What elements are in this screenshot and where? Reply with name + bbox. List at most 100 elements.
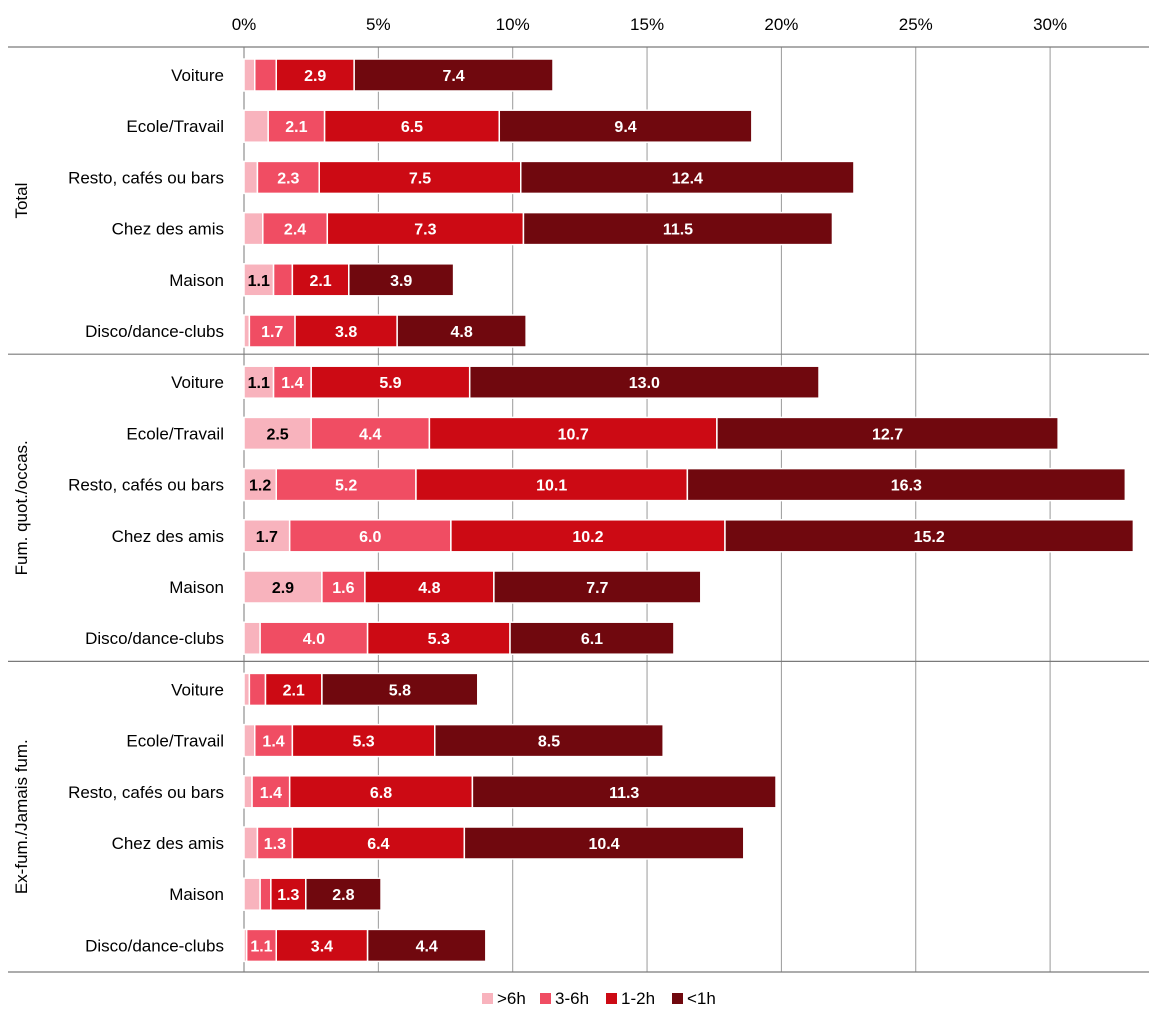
bar-segment [353,58,554,92]
bar-segment [321,672,479,707]
x-tick-label: 20% [764,15,798,34]
x-tick-label: 15% [630,15,664,34]
bar-segment [275,58,355,92]
category-label: Resto, cafés ou bars [68,783,224,802]
data-label: 7.7 [586,580,608,597]
data-label: 11.5 [663,222,693,239]
legend-label: >6h [497,989,526,1008]
category-label: Voiture [171,373,224,392]
data-label: 3.8 [335,324,357,341]
data-label: 4.4 [359,426,381,443]
bar-segment [243,211,264,246]
data-label: 3.9 [390,273,412,290]
category-label: Chez des amis [112,834,224,853]
data-label: 1.3 [264,836,286,853]
legend-swatch [540,993,551,1004]
bar-segment [364,570,495,604]
bar-segment [248,314,296,348]
data-label: 1.4 [281,375,303,392]
data-label: 7.3 [414,222,436,239]
data-label: 1.7 [261,324,283,341]
category-label: Disco/dance-clubs [85,936,224,955]
bar-segment [259,621,369,655]
bar-segment [288,775,474,809]
bar-segment [275,467,417,502]
bar-segment [686,467,1127,502]
bar-segment [310,365,471,399]
data-label: 10.1 [536,478,567,495]
bar-segment [323,109,501,143]
bar-segment [262,211,329,246]
data-label: 13.0 [629,375,660,392]
data-label: 7.4 [442,68,464,85]
data-label: 10.2 [572,529,603,546]
bar-segment [463,826,745,860]
legend-swatch [606,993,617,1004]
data-label: 15.2 [914,529,945,546]
bar-segment [428,416,718,451]
data-label: 2.5 [266,426,288,443]
bar-segment [243,58,256,92]
data-label: 1.2 [249,478,271,495]
bar-segment [243,416,312,451]
bar-segment [509,621,675,655]
bar-segment [348,263,455,297]
bar-segment [256,160,320,195]
bar-segment [259,877,272,911]
data-label: 1.6 [332,580,354,597]
bar-segment [253,723,294,758]
category-label: Maison [169,271,224,290]
bar-segment [243,826,259,860]
bar-segment [275,928,369,963]
category-label: Disco/dance-clubs [85,322,224,341]
data-label: 8.5 [538,734,560,751]
legend-label: 3-6h [555,989,589,1008]
bar-segment [291,263,350,297]
x-tick-label: 10% [496,15,530,34]
bar-segment [310,416,431,451]
bar-segment [243,314,251,348]
data-label: 4.8 [451,324,473,341]
bar-segment [716,416,1059,451]
bar-segment [450,519,726,553]
data-label: 16.3 [891,478,922,495]
bar-segment [243,775,253,809]
data-label: 1.7 [256,529,278,546]
bar-segment [248,672,267,707]
legend-label: <1h [687,989,716,1008]
data-label: 10.4 [588,836,619,853]
data-label: 2.4 [284,222,306,239]
group-label: Total [12,183,31,219]
gridlines [377,47,1051,972]
legend-swatch [672,993,683,1004]
x-tick-label: 0% [232,15,257,34]
bar-segment [243,723,256,758]
category-label: Chez des amis [112,220,224,239]
data-label: 2.9 [304,68,326,85]
data-label: 4.4 [416,938,438,955]
category-label: Voiture [171,66,224,85]
x-tick-label: 5% [366,15,391,34]
bar-segment [251,775,291,809]
data-label: 12.4 [672,170,703,187]
category-label: Maison [169,885,224,904]
bar-segment [288,519,452,553]
data-label: 1.4 [262,734,284,751]
data-label: 6.8 [370,785,392,802]
bar-segment [724,519,1135,553]
data-label: 11.3 [609,785,639,802]
data-label: 1.1 [248,273,270,290]
bar-segment [434,723,664,758]
data-label: 1.1 [248,375,270,392]
data-label: 1.4 [260,785,282,802]
data-label: 2.1 [309,273,331,290]
bar-segment [243,672,251,707]
data-label: 5.3 [352,734,374,751]
data-label: 5.9 [379,375,401,392]
bar-segment [291,826,466,860]
bar-segment [318,160,522,195]
data-label: 4.8 [418,580,440,597]
data-label: 2.1 [285,119,307,136]
